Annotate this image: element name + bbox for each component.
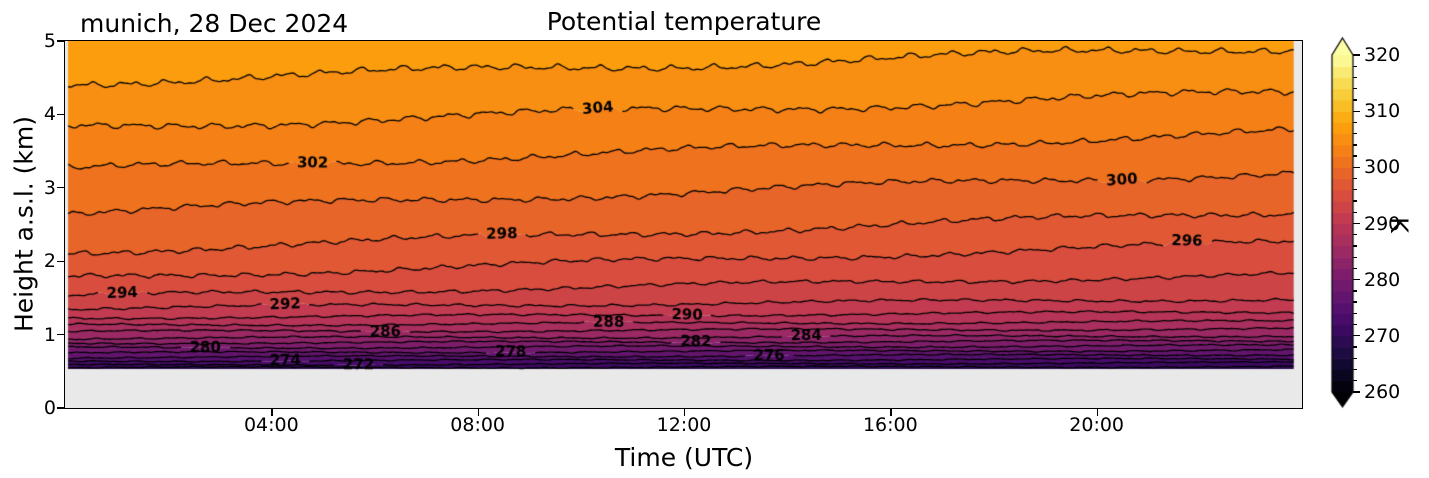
colorbar-tick-label: 290 <box>1364 212 1401 235</box>
x-tick-label: 08:00 <box>450 414 506 436</box>
yaxis-label: Height a.s.l. (km) <box>9 115 39 333</box>
colorbar <box>1330 33 1360 418</box>
x-tick-mark <box>271 409 273 416</box>
y-tick-label: 4 <box>43 103 56 126</box>
y-tick-mark <box>57 407 64 409</box>
subtitle-left: munich, 28 Dec 2024 <box>80 9 349 38</box>
y-tick-label: 1 <box>43 323 56 346</box>
contour-plot-canvas <box>65 41 1303 408</box>
x-tick-label: 12:00 <box>656 414 712 436</box>
y-tick-mark <box>57 40 64 42</box>
x-tick-label: 04:00 <box>243 414 299 436</box>
y-tick-label: 3 <box>43 176 56 199</box>
x-tick-label: 20:00 <box>1069 414 1125 436</box>
colorbar-tick-label: 270 <box>1364 324 1401 347</box>
y-tick-mark <box>57 187 64 189</box>
colorbar-tick-label: 300 <box>1364 156 1401 179</box>
x-tick-mark <box>890 409 892 416</box>
x-tick-label: 16:00 <box>862 414 918 436</box>
plot-title: Potential temperature <box>546 7 822 36</box>
y-tick-label: 5 <box>43 30 56 52</box>
y-tick-label: 0 <box>43 397 56 419</box>
y-tick-mark <box>57 260 64 262</box>
y-tick-mark <box>57 113 64 116</box>
xaxis-label: Time (UTC) <box>614 443 754 472</box>
colorbar-tick-label: 260 <box>1364 381 1401 403</box>
x-tick-mark <box>1096 409 1099 416</box>
y-tick-mark <box>57 333 64 336</box>
colorbar-tick-label: 280 <box>1364 268 1401 291</box>
colorbar-tick-label: 320 <box>1364 44 1401 66</box>
colorbar-tick-label: 310 <box>1364 100 1401 123</box>
x-tick-mark <box>684 409 686 416</box>
y-tick-label: 2 <box>43 250 56 273</box>
x-tick-mark <box>477 409 480 416</box>
